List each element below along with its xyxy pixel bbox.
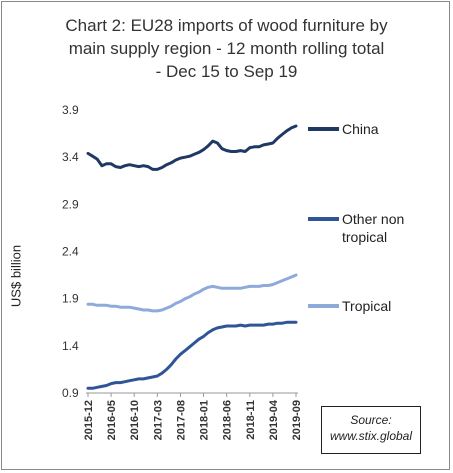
legend-tropical: Tropical bbox=[342, 297, 391, 315]
y-axis-label: US$ billion bbox=[8, 244, 24, 308]
y-tick-label: 0.9 bbox=[62, 386, 79, 400]
y-tick-label: 2.4 bbox=[62, 245, 79, 259]
series-line-1 bbox=[86, 320, 298, 390]
source-label: Source: bbox=[350, 413, 392, 427]
legend-label: Tropical bbox=[342, 298, 392, 314]
x-tick-label: 2019-04 bbox=[268, 399, 280, 440]
series-line-0 bbox=[86, 124, 298, 171]
x-tick-label: 2016-05 bbox=[106, 400, 118, 440]
x-tick-label: 2018-01 bbox=[199, 400, 211, 440]
legend-label: Other non tropical bbox=[342, 211, 405, 245]
chart-title-line: - Dec 15 to Sep 19 bbox=[155, 62, 298, 81]
y-tick-label: 2.9 bbox=[62, 197, 79, 211]
series-line-2 bbox=[86, 273, 298, 313]
source-box: Source: www.stix.global bbox=[321, 406, 421, 454]
x-tick-label: 2018-06 bbox=[222, 400, 234, 440]
chart-title: Chart 2: EU28 imports of wood furniture … bbox=[20, 14, 433, 83]
x-tick-label: 2018-11 bbox=[245, 400, 257, 440]
x-tick-label: 2016-10 bbox=[129, 400, 141, 440]
x-tick-label: 2015-12 bbox=[83, 400, 95, 440]
y-tick-label: 3.4 bbox=[62, 150, 79, 164]
x-tick-label: 2017-03 bbox=[152, 400, 164, 440]
legend-china: China bbox=[342, 120, 379, 138]
y-tick-label: 1.9 bbox=[62, 292, 79, 306]
source-url: www.stix.global bbox=[329, 429, 413, 443]
y-tick-label: 3.9 bbox=[62, 103, 79, 117]
x-tick-label: 2019-09 bbox=[291, 400, 303, 440]
legend-label: China bbox=[342, 121, 379, 137]
y-tick-label: 1.4 bbox=[62, 339, 79, 353]
x-tick-label: 2017-08 bbox=[175, 400, 187, 440]
chart-title-line: Chart 2: EU28 imports of wood furniture … bbox=[65, 16, 388, 35]
legend-other-non-tropical: Other non tropical bbox=[342, 210, 422, 246]
chart-title-line: main supply region - 12 month rolling to… bbox=[68, 39, 385, 58]
